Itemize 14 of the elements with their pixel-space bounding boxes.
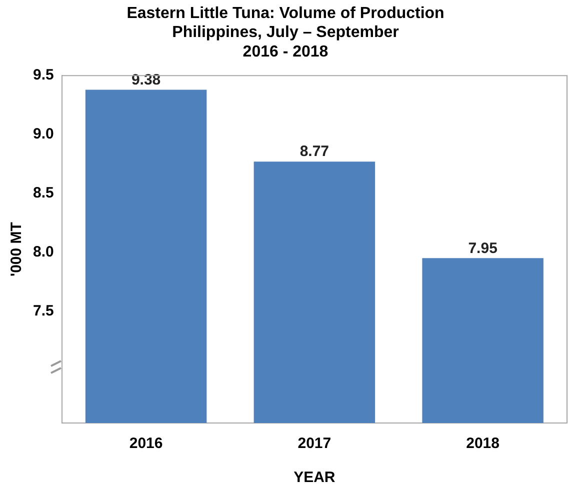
x-axis-title: YEAR [294,469,336,486]
y-tick-label: 9.5 [32,66,54,84]
data-label: 8.77 [300,143,330,160]
y-tick-label: 8.5 [32,184,54,202]
y-tick-label: 8.0 [32,243,54,260]
x-tick-label: 2016 [129,435,163,452]
x-tick-label: 2017 [298,435,332,452]
chart-subtitle: Philippines, July – September 2016 - 2018 [172,24,399,60]
chart-title: Eastern Little Tuna: Volume of Production [126,5,444,22]
y-axis-title: '000 MT [8,222,26,277]
y-tick-label: 7.5 [32,302,54,320]
data-label: 7.95 [468,240,498,257]
y-tick-label: 9.0 [32,126,54,143]
x-tick-label: 2018 [466,435,500,452]
